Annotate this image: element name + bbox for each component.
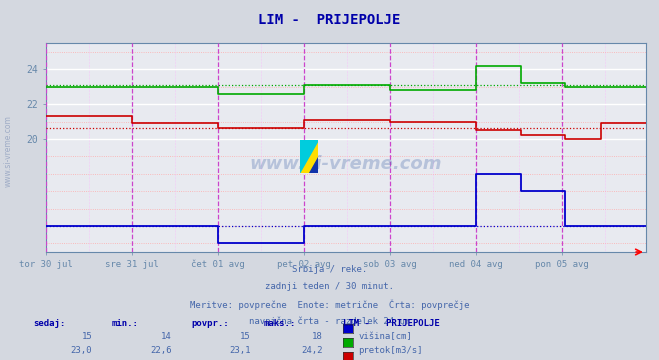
Text: 15: 15 (82, 332, 92, 341)
Text: pretok[m3/s]: pretok[m3/s] (358, 346, 423, 355)
Text: 24,2: 24,2 (301, 346, 323, 355)
Text: 15: 15 (240, 332, 250, 341)
Polygon shape (309, 157, 318, 173)
Text: 23,0: 23,0 (71, 346, 92, 355)
Polygon shape (300, 140, 318, 173)
Text: 18: 18 (312, 332, 323, 341)
Text: Srbija / reke.: Srbija / reke. (292, 265, 367, 274)
Text: LIM -   PRIJEPOLJE: LIM - PRIJEPOLJE (343, 319, 440, 328)
Text: maks.:: maks.: (264, 319, 296, 328)
Text: www.si-vreme.com: www.si-vreme.com (3, 115, 13, 187)
Text: www.si-vreme.com: www.si-vreme.com (250, 155, 442, 173)
Text: navpična črta - razdelek 24 ur: navpična črta - razdelek 24 ur (249, 316, 410, 326)
Text: višina[cm]: višina[cm] (358, 332, 413, 341)
Text: 23,1: 23,1 (229, 346, 250, 355)
Text: sedaj:: sedaj: (33, 319, 65, 328)
Polygon shape (300, 140, 318, 173)
Text: zadnji teden / 30 minut.: zadnji teden / 30 minut. (265, 282, 394, 291)
Text: 22,6: 22,6 (150, 346, 171, 355)
Text: povpr.:: povpr.: (191, 319, 229, 328)
Text: min.:: min.: (112, 319, 139, 328)
Text: Meritve: povprečne  Enote: metrične  Črta: povprečje: Meritve: povprečne Enote: metrične Črta:… (190, 299, 469, 310)
Text: LIM -  PRIJEPOLJE: LIM - PRIJEPOLJE (258, 13, 401, 27)
Text: 14: 14 (161, 332, 171, 341)
